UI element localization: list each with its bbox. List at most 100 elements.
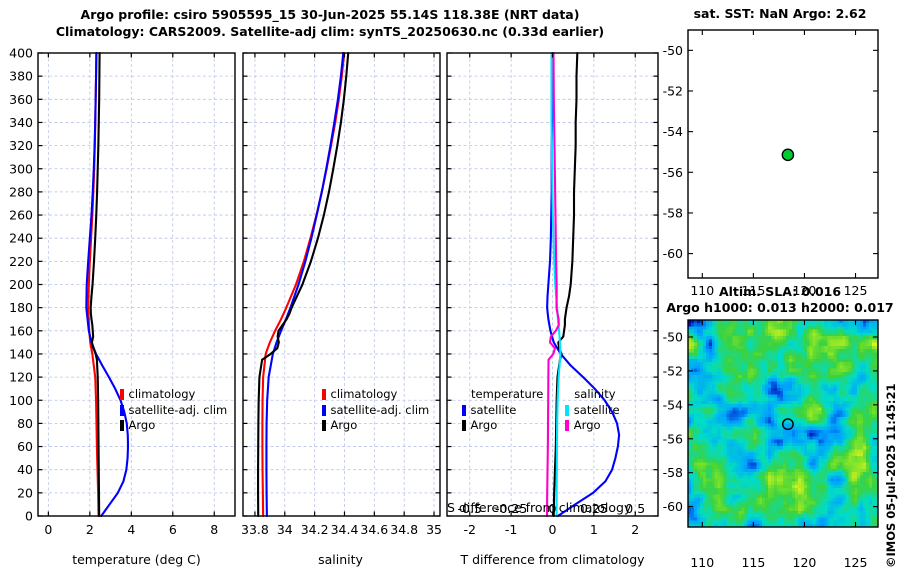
salinity-axis-label: salinity — [318, 552, 363, 567]
legend-item: Argo — [322, 418, 429, 434]
argo-float-marker[interactable] — [782, 418, 794, 431]
svg-text:115: 115 — [741, 555, 765, 570]
svg-text:0: 0 — [25, 509, 33, 524]
legend-item: satellite-adj. clim — [322, 403, 429, 419]
legend-color-swatch-icon — [322, 420, 326, 432]
svg-text:33.8: 33.8 — [241, 522, 269, 537]
svg-text:-1: -1 — [505, 522, 517, 537]
svg-text:-56: -56 — [663, 165, 683, 180]
svg-text:125: 125 — [844, 283, 868, 298]
svg-text:-2: -2 — [464, 522, 476, 537]
legend-item: climatology — [120, 387, 227, 403]
legend-item: Argo — [120, 418, 227, 434]
svg-text:125: 125 — [844, 555, 868, 570]
svg-text:340: 340 — [9, 115, 33, 130]
legend-color-swatch-icon — [462, 404, 466, 416]
legend-label: climatology — [128, 387, 196, 401]
legend-color-swatch-icon — [462, 420, 466, 432]
legend-label: satellite-adj. clim — [128, 402, 228, 417]
salinity-difference-axis-label: S difference from climatology — [447, 500, 632, 515]
legend-column: temperature satellite Argo — [462, 387, 543, 434]
svg-text:-52: -52 — [663, 83, 683, 98]
legend-item: satellite — [462, 403, 543, 419]
map-caption: Altim. SLA: 0.016 Argo h1000: 0.013 h200… — [660, 284, 900, 316]
legend-color-swatch-icon — [120, 404, 124, 416]
svg-text:240: 240 — [9, 231, 33, 246]
location-map-svg[interactable]: 110 115 120 125 -50 -52 -54 -56 -58 -60 — [660, 20, 900, 315]
svg-text:115: 115 — [741, 283, 765, 298]
svg-text:300: 300 — [9, 161, 33, 176]
sla-heatmap-svg[interactable]: 110 115 120 125 -50 -52 -54 -56 -58 -60 — [660, 312, 900, 580]
legend-label: Argo — [128, 418, 156, 432]
svg-text:200: 200 — [9, 277, 33, 292]
svg-text:6: 6 — [169, 522, 177, 537]
legend-color-swatch-icon — [565, 404, 569, 416]
svg-text:-0.25: -0.25 — [495, 501, 527, 516]
svg-text:34.4: 34.4 — [331, 522, 359, 537]
argo-height-text: Argo h1000: 0.013 h2000: 0.017 — [666, 300, 894, 315]
temperature-plot-svg[interactable]: 0204060801001201401601802002202402602803… — [0, 0, 240, 580]
title-line-2: Climatology: CARS2009. Satellite-adj cli… — [55, 24, 605, 39]
svg-text:140: 140 — [9, 346, 33, 361]
salinity-legend: climatology satellite-adj. clim Argo — [322, 387, 429, 434]
figure-title: Argo profile: csiro 5905595_15 30-Jun-20… — [0, 6, 660, 40]
svg-text:-52: -52 — [663, 363, 683, 378]
legend-color-swatch-icon — [322, 404, 326, 416]
salinity-plot-svg[interactable]: 33.8 34 34.2 34.4 34.6 34.8 35 — [240, 0, 445, 580]
legend-column-header: salinity — [574, 387, 616, 401]
svg-text:320: 320 — [9, 138, 33, 153]
svg-text:34: 34 — [277, 522, 293, 537]
difference-plot-svg[interactable]: -2 -1 0 1 2 -0.5 -0.25 0 0.25 0.5 — [445, 0, 660, 580]
svg-text:400: 400 — [9, 46, 33, 61]
copyright-label: ©IMOS 05-Jul-2025 11:45:21 — [884, 383, 898, 568]
legend-color-swatch-icon — [120, 389, 124, 401]
legend-label: Argo — [573, 418, 601, 432]
svg-text:20: 20 — [17, 485, 33, 500]
svg-text:280: 280 — [9, 184, 33, 199]
svg-text:34.2: 34.2 — [301, 522, 329, 537]
svg-text:260: 260 — [9, 208, 33, 223]
legend-color-swatch-icon — [322, 389, 326, 401]
legend-item: Argo — [462, 418, 543, 434]
svg-text:34.8: 34.8 — [390, 522, 418, 537]
svg-text:2: 2 — [631, 522, 639, 537]
temperature-difference-axis-label: T difference from climatology — [460, 552, 645, 567]
svg-text:100: 100 — [9, 393, 33, 408]
svg-text:120: 120 — [793, 555, 817, 570]
svg-text:1: 1 — [590, 522, 598, 537]
svg-text:4: 4 — [127, 522, 135, 537]
legend-label: climatology — [330, 387, 398, 401]
svg-text:380: 380 — [9, 69, 33, 84]
svg-text:-50: -50 — [663, 329, 683, 344]
svg-text:160: 160 — [9, 323, 33, 338]
svg-text:40: 40 — [17, 462, 33, 477]
svg-text:2: 2 — [86, 522, 94, 537]
difference-legend: temperature satellite Argo salinity satellit… — [462, 387, 620, 434]
legend-label: Argo — [330, 418, 358, 432]
legend-label: satellite-adj. clim — [330, 402, 430, 417]
svg-text:80: 80 — [17, 416, 33, 431]
title-line-1: Argo profile: csiro 5905595_15 30-Jun-20… — [80, 7, 580, 22]
salinity-profile-panel: 33.8 34 34.2 34.4 34.6 34.8 35 — [240, 0, 445, 580]
svg-text:-60: -60 — [663, 246, 683, 261]
svg-text:60: 60 — [17, 439, 33, 454]
svg-text:120: 120 — [9, 370, 33, 385]
argo-float-marker[interactable] — [781, 148, 795, 162]
legend-column: salinity satellite Argo — [565, 387, 620, 434]
temperature-legend: climatology satellite-adj. clim Argo — [120, 387, 227, 434]
svg-text:110: 110 — [690, 283, 714, 298]
svg-text:0: 0 — [44, 522, 52, 537]
svg-text:-54: -54 — [663, 397, 683, 412]
svg-text:34.6: 34.6 — [360, 522, 388, 537]
sla-field — [688, 320, 879, 528]
map-title: sat. SST: NaN Argo: 2.62 — [693, 6, 867, 21]
legend-item: climatology — [322, 387, 429, 403]
svg-text:0: 0 — [549, 522, 557, 537]
svg-text:-60: -60 — [663, 499, 683, 514]
legend-color-swatch-icon — [565, 420, 569, 432]
difference-profile-panel: -2 -1 0 1 2 -0.5 -0.25 0 0.25 0.5 — [445, 0, 660, 580]
legend-item: satellite — [565, 403, 620, 419]
svg-text:120: 120 — [793, 283, 817, 298]
svg-text:8: 8 — [210, 522, 218, 537]
svg-text:-58: -58 — [663, 205, 683, 220]
